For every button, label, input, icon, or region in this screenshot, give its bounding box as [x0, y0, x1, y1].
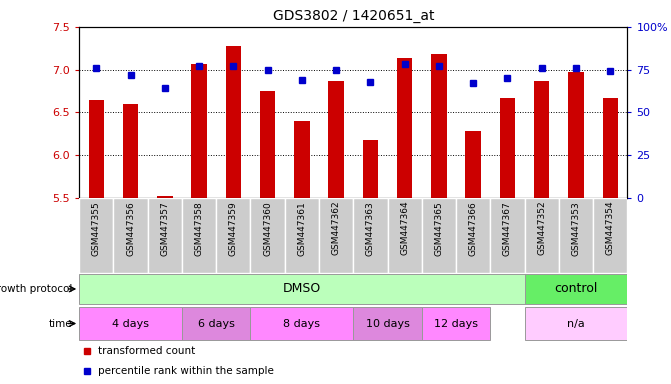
- Text: GSM447354: GSM447354: [606, 201, 615, 255]
- Text: 12 days: 12 days: [434, 318, 478, 329]
- Bar: [79, 307, 182, 340]
- Bar: [603, 98, 618, 198]
- Bar: [250, 198, 285, 273]
- Bar: [568, 72, 584, 198]
- Text: growth protocol: growth protocol: [0, 284, 72, 294]
- Text: control: control: [554, 283, 598, 295]
- Text: time: time: [49, 318, 72, 329]
- Text: percentile rank within the sample: percentile rank within the sample: [99, 366, 274, 376]
- Text: GSM447356: GSM447356: [126, 201, 135, 255]
- Bar: [534, 81, 550, 198]
- Bar: [250, 307, 353, 340]
- Bar: [157, 196, 172, 198]
- Bar: [388, 198, 422, 273]
- Bar: [182, 198, 216, 273]
- Bar: [328, 81, 344, 198]
- Bar: [294, 121, 309, 198]
- Bar: [353, 198, 388, 273]
- Bar: [191, 64, 207, 198]
- Text: DMSO: DMSO: [282, 283, 321, 295]
- Bar: [525, 274, 627, 304]
- Text: 8 days: 8 days: [283, 318, 320, 329]
- Bar: [422, 307, 491, 340]
- Title: GDS3802 / 1420651_at: GDS3802 / 1420651_at: [272, 9, 434, 23]
- Text: GSM447353: GSM447353: [572, 201, 580, 255]
- Text: GSM447358: GSM447358: [195, 201, 203, 255]
- Text: GSM447352: GSM447352: [537, 201, 546, 255]
- Bar: [285, 198, 319, 273]
- Text: GSM447365: GSM447365: [434, 201, 444, 255]
- Bar: [123, 104, 138, 198]
- Bar: [353, 307, 422, 340]
- Bar: [182, 307, 250, 340]
- Bar: [593, 198, 627, 273]
- Bar: [113, 198, 148, 273]
- Text: GSM447360: GSM447360: [263, 201, 272, 255]
- Bar: [525, 307, 627, 340]
- Text: GSM447359: GSM447359: [229, 201, 238, 255]
- Bar: [225, 46, 241, 198]
- Bar: [466, 131, 481, 198]
- Text: 6 days: 6 days: [198, 318, 235, 329]
- Bar: [422, 198, 456, 273]
- Text: GSM447367: GSM447367: [503, 201, 512, 255]
- Text: GSM447362: GSM447362: [331, 201, 341, 255]
- Bar: [559, 198, 593, 273]
- Bar: [319, 198, 354, 273]
- Text: GSM447361: GSM447361: [297, 201, 307, 255]
- Text: GSM447363: GSM447363: [366, 201, 375, 255]
- Text: GSM447355: GSM447355: [92, 201, 101, 255]
- Text: 10 days: 10 days: [366, 318, 409, 329]
- Bar: [216, 198, 250, 273]
- Bar: [397, 58, 413, 198]
- Text: n/a: n/a: [567, 318, 585, 329]
- Text: transformed count: transformed count: [99, 346, 196, 356]
- Bar: [456, 198, 491, 273]
- Bar: [363, 140, 378, 198]
- Bar: [89, 99, 104, 198]
- Text: GSM447357: GSM447357: [160, 201, 169, 255]
- Bar: [431, 54, 447, 198]
- Bar: [148, 198, 182, 273]
- Bar: [491, 198, 525, 273]
- Bar: [79, 198, 113, 273]
- Text: GSM447364: GSM447364: [400, 201, 409, 255]
- Bar: [260, 91, 275, 198]
- Text: 4 days: 4 days: [112, 318, 149, 329]
- Bar: [79, 274, 525, 304]
- Bar: [500, 98, 515, 198]
- Text: GSM447366: GSM447366: [469, 201, 478, 255]
- Bar: [525, 198, 559, 273]
